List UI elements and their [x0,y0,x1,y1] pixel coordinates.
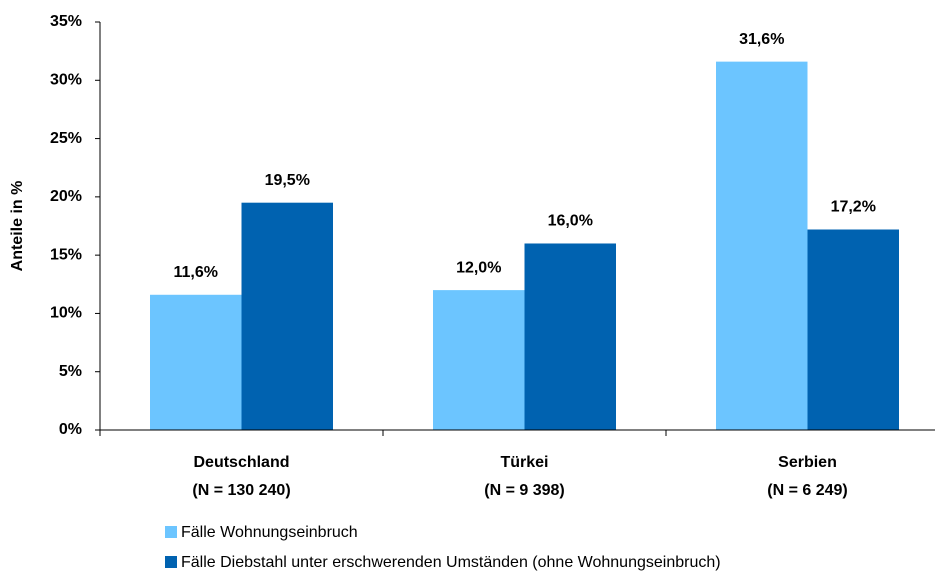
bar [524,243,616,430]
x-tick-label: Deutschland [193,454,289,471]
x-tick-label: (N = 6 249) [767,482,847,499]
legend-label: Fälle Wohnungseinbruch [181,524,358,541]
y-tick-label: 15% [50,246,82,263]
y-tick-label: 35% [50,13,82,30]
y-tick-label: 30% [50,72,82,89]
y-tick-label: 25% [50,130,82,147]
value-label: 16,0% [548,213,593,230]
legend-label: Fälle Diebstahl unter erschwerenden Umst… [181,554,721,571]
value-label: 17,2% [831,199,876,216]
bar [807,229,899,430]
value-label: 31,6% [739,31,784,48]
y-tick-label: 5% [59,363,82,380]
y-tick-label: 20% [50,188,82,205]
bar [716,61,808,431]
y-tick-label: 10% [50,305,82,322]
y-tick-label: 0% [59,421,82,438]
bar [241,202,333,430]
x-tick-label: (N = 9 398) [484,482,564,499]
value-label: 19,5% [265,172,310,189]
bar [150,294,242,430]
legend-swatch [165,526,177,538]
value-label: 12,0% [456,259,501,276]
y-axis-label: Anteile in % [9,181,26,272]
value-label: 11,6% [174,264,218,281]
x-tick-label: Serbien [778,454,837,471]
x-tick-label: Türkei [500,454,548,471]
x-tick-label: (N = 130 240) [192,482,290,499]
legend-swatch [165,556,177,568]
bar [433,290,525,430]
